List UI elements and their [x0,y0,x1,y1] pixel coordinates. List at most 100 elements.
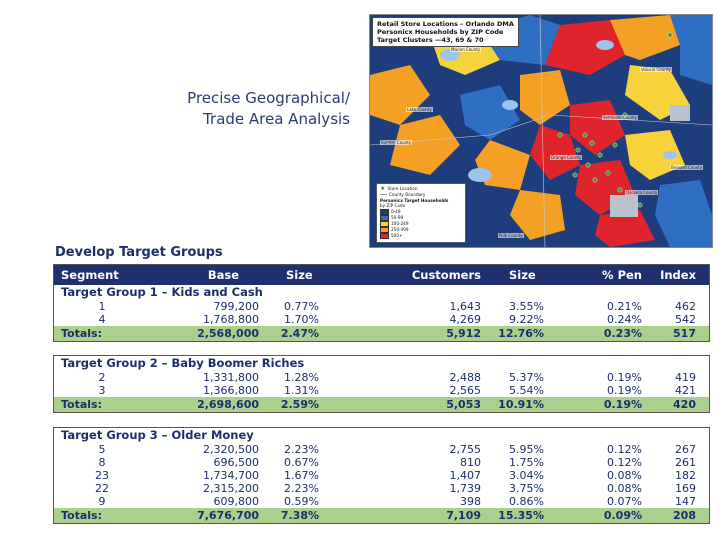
table-row: 2 1,331,800 1.28% 2,488 5.37% 0.19% 419 [54,371,709,384]
header-pen: % Pen [602,268,642,282]
header-customers: Customers [411,268,481,282]
total-size-2: 12.76% [498,327,544,340]
total-size: 7.38% [280,509,319,522]
cell-size-2: 5.95% [509,443,544,456]
swatch-icon [380,233,389,240]
legend-title: Personicx Target Households [380,197,449,203]
total-base: 7,676,700 [197,509,259,522]
cell-size: 1.28% [284,371,319,384]
county-label: Sumter County [380,140,413,145]
legend-range-row: 100-249 [380,221,462,228]
cell-index: 421 [675,384,696,397]
legend-range-row: 0-49 [380,209,462,216]
cell-size-2: 3.55% [509,300,544,313]
map-title-line-1: Retail Store Locations – Orlando DMA [377,20,514,28]
cell-size: 2.23% [284,443,319,456]
legend-range: 100-249 [391,221,409,227]
cell-customers: 2,755 [449,443,482,456]
cell-size-2: 1.75% [509,456,544,469]
cell-segment: 3 [98,384,106,397]
cell-customers: 398 [460,495,481,508]
cell-base: 609,800 [213,495,260,508]
swatch-icon [380,209,389,216]
cell-pen: 0.07% [607,495,642,508]
county-label: Volusia County [640,67,672,72]
swatch-icon [380,221,389,228]
total-size-2: 15.35% [498,509,544,522]
header-size: Size [286,268,313,282]
cell-pen: 0.08% [607,482,642,495]
cell-index: 462 [675,300,696,313]
cell-pen: 0.24% [607,313,642,326]
cell-customers: 4,269 [449,313,482,326]
cell-segment: 9 [98,495,106,508]
table-header: Segment Base Size Customers Size % Pen I… [54,265,709,285]
total-pen: 0.09% [603,509,642,522]
cell-index: 169 [675,482,696,495]
cell-size: 1.67% [284,469,319,482]
cell-segment: 8 [98,456,106,469]
cell-customers: 1,407 [449,469,482,482]
cell-base: 1,734,700 [203,469,259,482]
cell-index: 182 [675,469,696,482]
legend-subtitle: by ZIP Code [380,203,406,209]
totals-row: Totals: 7,676,700 7.38% 7,109 15.35% 0.0… [54,508,709,523]
cell-pen: 0.19% [607,384,642,397]
legend-boundary-label: County Boundary [389,191,426,197]
header-segment: Segment [61,268,119,282]
legend-boundary-row: County Boundary [380,192,462,198]
county-label: Orange County [550,155,583,160]
cell-pen: 0.08% [607,469,642,482]
table-row: 23 1,734,700 1.67% 1,407 3.04% 0.08% 182 [54,469,709,482]
total-pen: 0.19% [603,398,642,411]
header-index: Index [660,268,696,282]
legend-range: 0-49 [391,209,401,215]
cell-size-2: 3.75% [509,482,544,495]
cell-base: 2,320,500 [203,443,259,456]
target-group-1-table: Segment Base Size Customers Size % Pen I… [53,264,710,342]
total-customers: 5,912 [446,327,481,340]
cell-pen: 0.12% [607,443,642,456]
header-size-2: Size [509,268,536,282]
table-row: 22 2,315,200 2.23% 1,739 3.75% 0.08% 169 [54,482,709,495]
cell-pen: 0.12% [607,456,642,469]
group-title: Target Group 3 – Older Money [61,428,254,442]
cell-size-2: 0.86% [509,495,544,508]
county-label: Polk County [498,233,524,238]
header-base: Base [207,268,239,282]
total-index: 208 [673,509,696,522]
cell-segment: 23 [95,469,109,482]
target-group-3-table: Target Group 3 – Older Money 5 2,320,500… [53,427,710,524]
total-size: 2.47% [280,327,319,340]
legend-range-row: 250-499 [380,227,462,234]
cell-size: 2.23% [284,482,319,495]
total-base: 2,698,600 [197,398,259,411]
cell-customers: 1,739 [449,482,482,495]
county-label: Lake County [406,107,433,112]
legend-store-label: Store Location [387,186,418,191]
total-pen: 0.23% [603,327,642,340]
cell-size: 0.77% [284,300,319,313]
county-label: Osceola County [625,190,659,195]
totals-label: Totals: [61,398,102,411]
cell-base: 1,366,800 [203,384,259,397]
legend-range: 50-99 [391,215,404,221]
cell-base: 696,500 [213,456,260,469]
cell-index: 267 [675,443,696,456]
orlando-dma-map: Retail Store Locations – Orlando DMA Per… [369,14,713,248]
cell-customers: 1,643 [449,300,482,313]
map-title-line-2: Personicx Households by ZIP Code [377,28,504,36]
cell-base: 2,315,200 [203,482,259,495]
cell-size: 1.70% [284,313,319,326]
target-group-2-table: Target Group 2 – Baby Boomer Riches 2 1,… [53,355,710,413]
table-row: 4 1,768,800 1.70% 4,269 9.22% 0.24% 542 [54,313,709,326]
total-size-2: 10.91% [498,398,544,411]
cell-index: 261 [675,456,696,469]
cell-size-2: 5.54% [509,384,544,397]
swatch-icon [380,227,389,234]
cell-segment: 4 [98,313,106,326]
legend-store-row: ★ Store Location [380,186,462,192]
map-title-line-3: Target Clusters —43, 69 & 70 [377,36,484,44]
cell-segment: 2 [98,371,106,384]
cell-base: 1,768,800 [203,313,259,326]
